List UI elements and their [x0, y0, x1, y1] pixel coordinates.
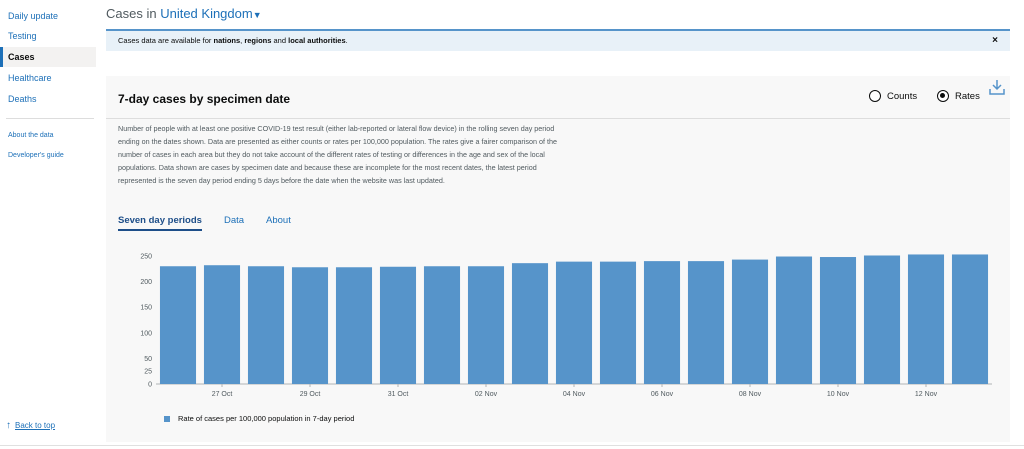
- x-tick-label: 08 Nov: [739, 391, 762, 398]
- page-bottom-border: [0, 445, 1024, 446]
- radio-counts[interactable]: Counts: [869, 90, 917, 102]
- x-tick-label: 10 Nov: [827, 391, 850, 398]
- chart-bar[interactable]: [203, 265, 241, 384]
- chart-bar[interactable]: [775, 256, 813, 384]
- bar-chart: 0 25 50 100 150 200 250 27 Oct 29 Oct 31 Oct 02 No…: [140, 254, 992, 398]
- y-tick-label: 250: [140, 254, 152, 261]
- x-tick-label: 04 Nov: [563, 391, 586, 398]
- sidebar-link-developers-guide[interactable]: Developer's guide: [8, 152, 64, 159]
- radio-rates-circle: [937, 90, 949, 102]
- close-icon[interactable]: ×: [992, 35, 998, 46]
- chart-bar[interactable]: [511, 263, 549, 384]
- page-title: Cases in United Kingdom▼: [106, 6, 262, 21]
- y-tick-label: 25: [144, 369, 152, 376]
- y-tick-label: 50: [144, 356, 152, 363]
- banner-text: .: [345, 36, 348, 45]
- chart-description: Number of people with at least one posit…: [118, 124, 557, 185]
- chart-tabs: Seven day periods Data About: [118, 215, 313, 231]
- legend-label: Rate of cases per 100,000 population in …: [178, 414, 355, 423]
- sidebar-item-testing[interactable]: Testing: [8, 31, 37, 41]
- x-tick-label: 27 Oct: [212, 391, 233, 398]
- radio-counts-circle: [869, 90, 881, 102]
- info-banner: Cases data are available for nations, re…: [106, 29, 1010, 51]
- radio-rates-label: Rates: [955, 90, 980, 102]
- tab-data[interactable]: Data: [223, 215, 245, 226]
- y-tick-label: 200: [140, 279, 152, 286]
- download-icon[interactable]: [988, 78, 1006, 96]
- y-tick-label: 100: [140, 330, 152, 337]
- chart-card: 7-day cases by specimen date Counts Rate…: [106, 76, 1010, 442]
- chart-bar[interactable]: [643, 261, 681, 384]
- y-tick-label: 0: [148, 382, 152, 389]
- chart-bar[interactable]: [159, 266, 197, 384]
- location-label: United Kingdom: [160, 6, 253, 21]
- x-tick-label: 12 Nov: [915, 391, 938, 398]
- x-tick-label: 02 Nov: [475, 391, 498, 398]
- sidebar-item-deaths[interactable]: Deaths: [8, 94, 37, 104]
- x-tick-label: 29 Oct: [300, 391, 321, 398]
- back-to-top-label: Back to top: [15, 421, 56, 430]
- back-to-top-link[interactable]: ↑ Back to top: [6, 420, 55, 431]
- x-tick-label: 31 Oct: [388, 391, 409, 398]
- chart-bar[interactable]: [247, 266, 285, 384]
- card-title: 7-day cases by specimen date: [118, 92, 291, 106]
- chart-bar[interactable]: [291, 267, 329, 384]
- chart-bar[interactable]: [863, 255, 901, 384]
- caret-down-icon: ▼: [252, 10, 262, 20]
- radio-rates[interactable]: Rates: [937, 90, 980, 102]
- chart-bar[interactable]: [599, 261, 637, 384]
- chart-bar[interactable]: [687, 261, 725, 384]
- banner-link-nations[interactable]: nations: [213, 36, 241, 45]
- chart-bar[interactable]: [731, 259, 769, 384]
- sidebar-divider: [6, 118, 94, 119]
- chart-bar[interactable]: [907, 254, 945, 384]
- chart-bar[interactable]: [467, 266, 505, 384]
- banner-text: and: [271, 36, 289, 45]
- sidebar-item-daily-update[interactable]: Daily update: [8, 11, 59, 21]
- banner-text: ,: [240, 36, 245, 45]
- chart-bar[interactable]: [951, 254, 989, 384]
- chart-bar[interactable]: [819, 257, 857, 384]
- tab-seven-day-periods[interactable]: Seven day periods: [118, 215, 202, 231]
- chart-bar[interactable]: [423, 266, 461, 384]
- sidebar-item-healthcare[interactable]: Healthcare: [8, 73, 52, 83]
- radio-selected-dot: [940, 93, 945, 98]
- banner-text: Cases data are available for: [118, 36, 214, 45]
- page-title-prefix: Cases in: [106, 6, 157, 21]
- tab-about[interactable]: About: [266, 215, 291, 226]
- x-tick-label: 06 Nov: [651, 391, 674, 398]
- arrow-up-icon: ↑: [6, 420, 11, 431]
- sidebar-link-about-data[interactable]: About the data: [8, 132, 54, 139]
- chart-bar[interactable]: [335, 267, 373, 384]
- sidebar-item-cases[interactable]: Cases: [0, 47, 96, 67]
- sidebar-nav: Daily update Testing Cases Healthcare De…: [0, 0, 96, 449]
- card-divider: [106, 118, 1010, 119]
- radio-counts-label: Counts: [887, 90, 918, 102]
- location-selector[interactable]: United Kingdom▼: [160, 6, 261, 21]
- banner-link-regions[interactable]: regions: [244, 36, 272, 45]
- chart-bar[interactable]: [379, 266, 417, 384]
- chart-legend: Rate of cases per 100,000 population in …: [164, 414, 354, 423]
- banner-link-local-authorities[interactable]: local authorities: [288, 36, 346, 45]
- legend-swatch: [164, 415, 170, 422]
- chart-bar[interactable]: [555, 261, 593, 384]
- y-tick-label: 150: [140, 305, 152, 312]
